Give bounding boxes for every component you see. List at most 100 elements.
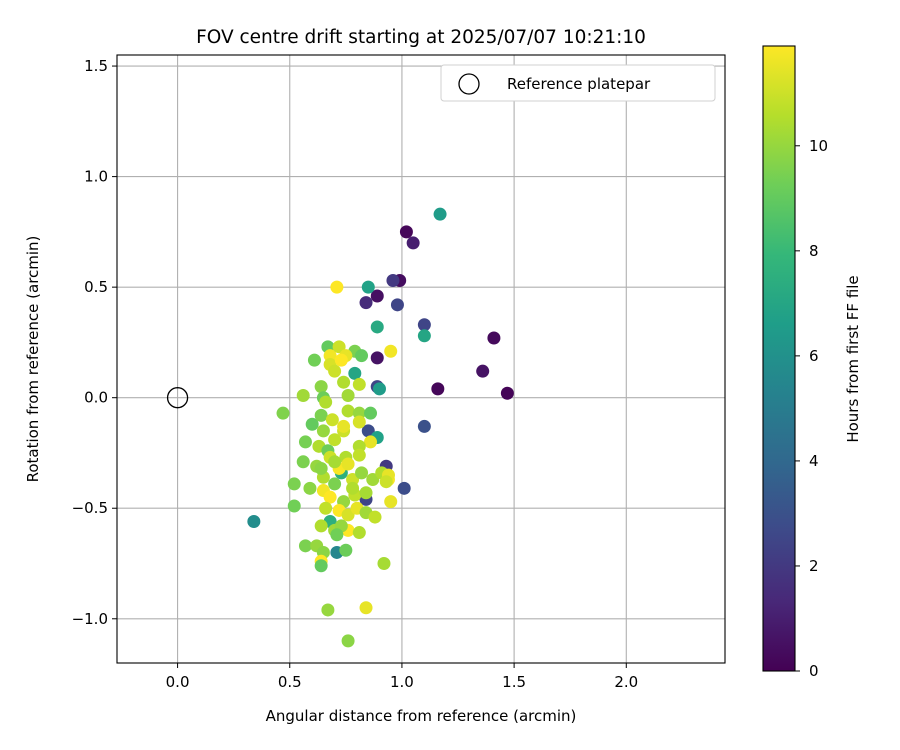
data-point: [368, 510, 382, 524]
data-point: [417, 419, 431, 433]
data-point: [334, 353, 348, 367]
colorbar-tick-label: 4: [809, 452, 819, 470]
data-point: [314, 519, 328, 533]
data-point: [319, 501, 333, 515]
y-tick-label: 1.0: [84, 168, 108, 186]
data-point: [316, 424, 330, 438]
data-point: [328, 433, 342, 447]
colorbar-label: Hours from first FF file: [844, 275, 862, 442]
legend: Reference platepar: [440, 64, 716, 102]
legend-box: [440, 64, 716, 102]
y-tick-label: 0.5: [84, 278, 108, 296]
data-point: [337, 419, 351, 433]
legend-marker-icon: [458, 73, 480, 95]
data-point: [341, 404, 355, 418]
colorbar-tick-label: 0: [809, 662, 819, 680]
data-point: [384, 344, 398, 358]
data-point: [328, 477, 342, 491]
y-tick-label: 0.0: [84, 389, 108, 407]
data-point: [372, 382, 386, 396]
colorbar-tick-label: 8: [809, 242, 819, 260]
data-point: [298, 435, 312, 449]
data-point: [417, 329, 431, 343]
data-point: [330, 280, 344, 294]
data-point: [346, 481, 360, 495]
y-axis-ticks: −1.0 −0.5 0.0 0.5 1.0 1.5: [72, 57, 117, 628]
data-point: [359, 486, 373, 500]
legend-label: Reference platepar: [507, 75, 651, 93]
data-point: [305, 417, 319, 431]
data-point: [328, 364, 342, 378]
data-point: [361, 424, 375, 438]
data-point: [314, 559, 328, 573]
data-point: [370, 320, 384, 334]
data-point: [247, 515, 261, 529]
data-point: [337, 375, 351, 389]
data-point: [352, 415, 366, 429]
x-axis-label: Angular distance from reference (arcmin): [266, 707, 577, 725]
data-point: [379, 475, 393, 489]
x-tick-label: 0.5: [278, 673, 302, 691]
data-point: [319, 395, 333, 409]
colorbar-tick-label: 2: [809, 557, 819, 575]
data-point: [298, 539, 312, 553]
data-point: [476, 364, 490, 378]
data-point: [355, 466, 369, 480]
data-point: [384, 495, 398, 509]
y-tick-label: −0.5: [72, 499, 108, 517]
colorbar-ticks: 0 2 4 6 8 10: [795, 137, 828, 680]
data-point: [296, 388, 310, 402]
colorbar: 0 2 4 6 8 10 Hours from first FF file: [762, 45, 862, 680]
data-point: [296, 455, 310, 469]
chart-title: FOV centre drift starting at 2025/07/07 …: [196, 27, 646, 48]
data-point: [287, 477, 301, 491]
data-point: [352, 526, 366, 540]
data-point: [431, 382, 445, 396]
colorbar-tick-label: 10: [809, 137, 828, 155]
data-point: [287, 499, 301, 513]
grid-lines: [117, 55, 725, 663]
data-point: [406, 236, 420, 250]
data-point: [377, 557, 391, 571]
colorbar-tick-label: 6: [809, 347, 819, 365]
x-tick-label: 1.0: [390, 673, 414, 691]
data-point: [341, 457, 355, 471]
data-point: [390, 298, 404, 312]
data-point: [314, 380, 328, 394]
data-point: [341, 634, 355, 648]
y-tick-label: 1.5: [84, 57, 108, 75]
y-tick-label: −1.0: [72, 610, 108, 628]
data-point: [364, 406, 378, 420]
colorbar-frame: [762, 45, 796, 672]
x-tick-label: 1.5: [502, 673, 526, 691]
data-point: [332, 340, 346, 354]
data-point: [321, 603, 335, 617]
data-point: [348, 366, 362, 380]
data-point: [341, 388, 355, 402]
data-point: [328, 455, 342, 469]
data-point: [276, 406, 290, 420]
data-point: [341, 508, 355, 522]
data-point: [399, 225, 413, 239]
data-point: [433, 207, 447, 221]
data-point: [397, 481, 411, 495]
data-point: [352, 377, 366, 391]
data-point: [330, 528, 344, 542]
y-axis-label: Rotation from reference (arcmin): [24, 236, 42, 483]
data-point: [370, 289, 384, 303]
data-point: [303, 481, 317, 495]
data-point: [359, 296, 373, 310]
x-axis-ticks: 0.0 0.5 1.0 1.5 2.0: [166, 663, 638, 691]
data-point: [325, 413, 339, 427]
data-point: [314, 461, 328, 475]
x-tick-label: 2.0: [614, 673, 638, 691]
data-point: [323, 490, 337, 504]
data-points: [247, 207, 514, 648]
data-point: [364, 435, 378, 449]
data-point: [314, 408, 328, 422]
data-point: [359, 601, 373, 615]
data-point: [386, 274, 400, 288]
x-tick-label: 0.0: [166, 673, 190, 691]
colorbar-fill: [763, 46, 795, 671]
